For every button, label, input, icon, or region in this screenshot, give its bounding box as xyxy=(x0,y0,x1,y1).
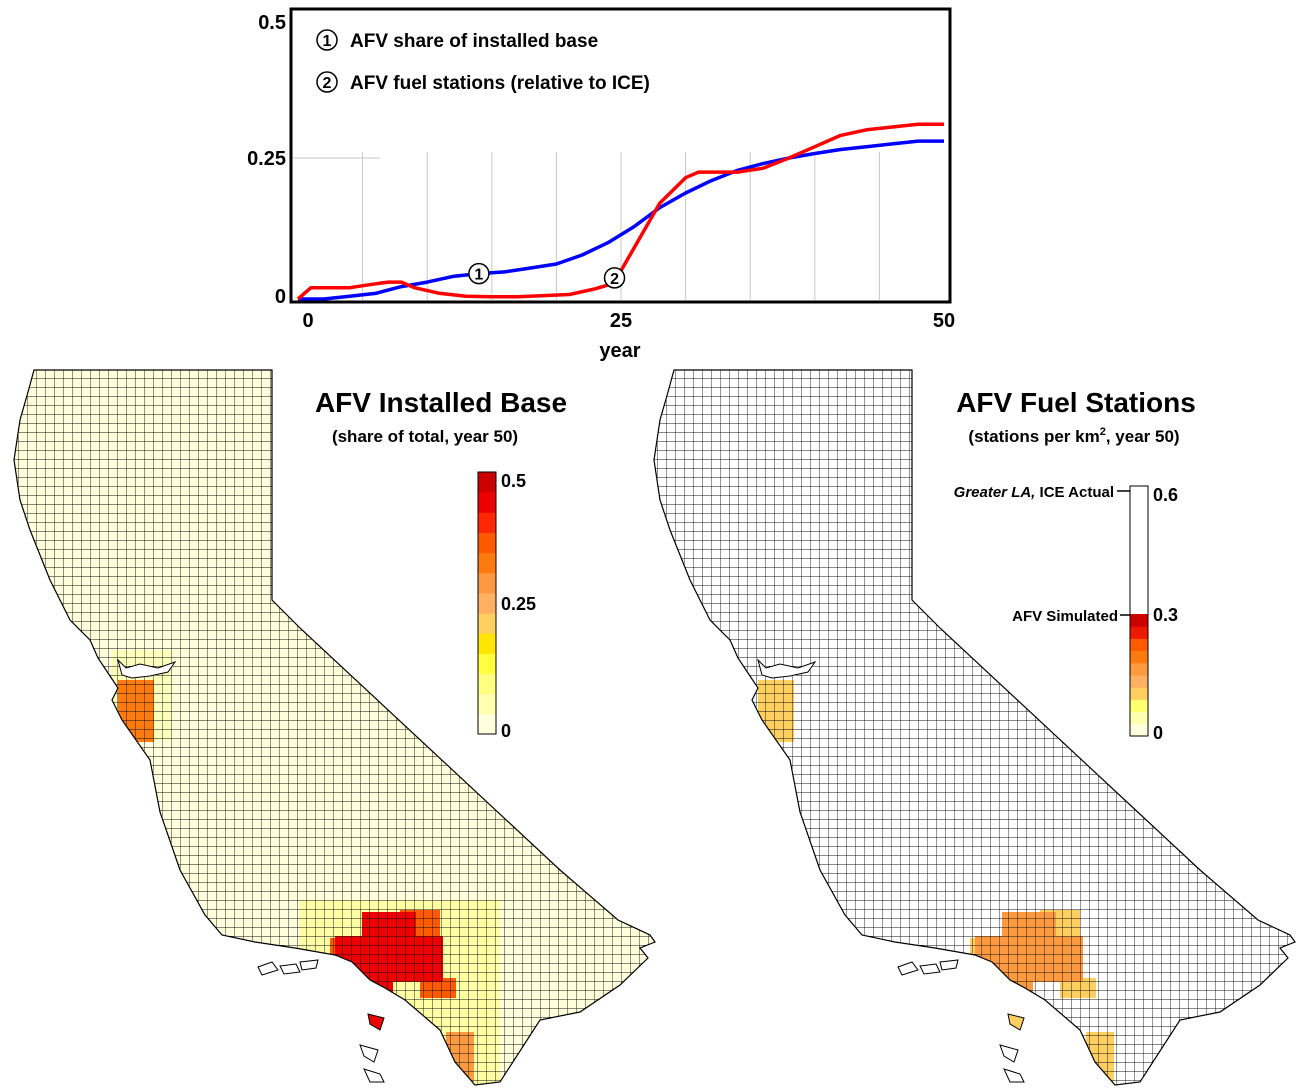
colorbar-tick-label: 0 xyxy=(1153,723,1163,743)
series-marker-1 xyxy=(468,262,490,285)
legend-marker-label: 2 xyxy=(323,75,332,92)
y-axis-ticks: 0 0.25 0.5 xyxy=(247,12,286,308)
legend-entry: AFV fuel stations (relative to ICE) xyxy=(350,73,650,94)
island xyxy=(257,961,279,976)
series-marker-label: 1 xyxy=(474,267,483,284)
colorbar-segment xyxy=(1130,486,1148,614)
channel-islands xyxy=(897,959,1025,1083)
island xyxy=(363,1068,385,1083)
colorbar-segment xyxy=(478,693,496,715)
colorbar-tick-label: 0.5 xyxy=(501,471,526,491)
map-subtitle-left: (share of total, year 50) xyxy=(332,427,518,446)
island xyxy=(299,959,319,971)
x-tick-label: 0 xyxy=(302,310,313,332)
series-marker-2 xyxy=(603,267,626,289)
colorbar-segment xyxy=(478,552,496,574)
colorbar-segment xyxy=(478,653,496,675)
colorbar-segment xyxy=(478,592,496,614)
colorbar-segment xyxy=(478,633,496,654)
y-tick-label: 0 xyxy=(275,286,286,308)
plot-frame xyxy=(289,7,952,304)
colorbar-tick-label: 0.6 xyxy=(1153,485,1178,505)
colorbar-segment xyxy=(1130,723,1148,737)
island xyxy=(279,963,301,975)
island xyxy=(367,1013,385,1031)
map-title-left: AFV Installed Base xyxy=(315,387,567,418)
channel-islands xyxy=(257,959,385,1083)
colorbar-segment xyxy=(1130,711,1148,725)
map-subtitle-right: (stations per km2, year 50) xyxy=(968,426,1179,446)
island xyxy=(1003,1068,1025,1083)
bay-water xyxy=(757,658,817,679)
x-tick-label: 25 xyxy=(610,310,632,332)
fuel-stations-map: AFV Fuel Stations (stations per km2, yea… xyxy=(653,369,1296,1086)
colorbar-left: 0 0.25 0.5 xyxy=(477,471,536,741)
reference-label-ice: Greater LA, ICE Actual xyxy=(954,484,1114,501)
map-title-right: AFV Fuel Stations xyxy=(956,387,1196,418)
x-axis-ticks: 0 25 50 xyxy=(302,310,955,332)
colorbar-segment xyxy=(1130,650,1148,664)
colorbar-segment xyxy=(478,572,496,594)
colorbar-tick-label: 0.25 xyxy=(501,594,536,614)
colorbar-tick-label: 0 xyxy=(501,721,511,741)
colorbar-segment xyxy=(1130,626,1148,639)
installed-base-map: AFV Installed Base (share of total, year… xyxy=(13,369,656,1086)
colorbar-segment xyxy=(478,492,496,513)
colorbar-right: 0 0.3 0.6 xyxy=(1129,485,1178,743)
legend-marker-label: 1 xyxy=(323,33,332,50)
colorbar-frame xyxy=(477,471,497,735)
colorbar-segment xyxy=(1130,638,1148,652)
island xyxy=(359,1044,379,1063)
colorbar-segment xyxy=(1130,699,1148,713)
reference-label-afv: AFV Simulated xyxy=(1012,608,1118,625)
colorbar-segment xyxy=(1130,662,1148,676)
colorbar-segment xyxy=(1130,614,1148,627)
legend-marker xyxy=(316,71,338,93)
colorbar-segment xyxy=(478,613,496,634)
y-tick-label: 0.25 xyxy=(247,148,286,170)
colorbar-segment xyxy=(478,673,496,695)
legend-entry: AFV share of installed base xyxy=(350,31,598,52)
legend-marker xyxy=(316,29,338,51)
colorbar-segment xyxy=(478,713,496,735)
vertical-gridlines xyxy=(291,152,880,300)
colorbar-segment xyxy=(478,512,496,533)
colorbar-tick-label: 0.3 xyxy=(1153,605,1178,625)
x-axis-label: year xyxy=(599,340,640,362)
island xyxy=(939,959,959,971)
island xyxy=(1007,1013,1025,1031)
island xyxy=(919,963,941,975)
island xyxy=(999,1044,1019,1063)
colorbar-segment xyxy=(1130,675,1148,688)
x-tick-label: 50 xyxy=(933,310,955,332)
series-marker-label: 2 xyxy=(610,271,619,288)
colorbar-segment xyxy=(1130,687,1148,700)
bay-water xyxy=(117,658,177,679)
y-tick-label: 0.5 xyxy=(258,12,286,34)
island xyxy=(897,961,919,976)
colorbar-frame xyxy=(1129,485,1149,737)
colorbar-segment xyxy=(478,532,496,554)
colorbar-segment xyxy=(478,472,496,493)
legend: 1 AFV share of installed base 2 AFV fuel st… xyxy=(316,29,650,94)
